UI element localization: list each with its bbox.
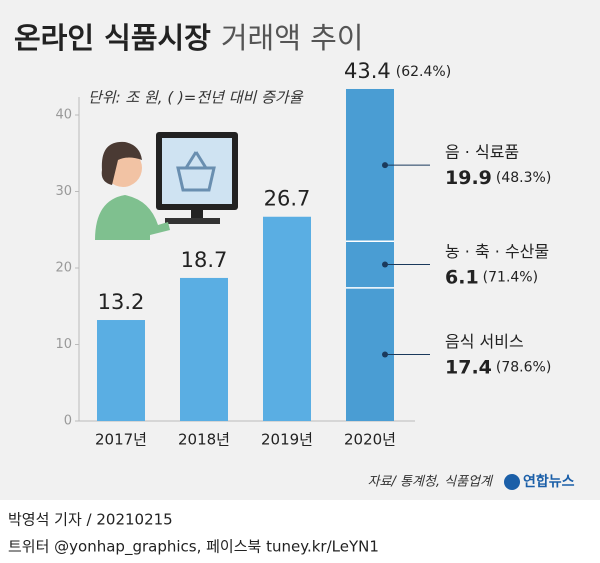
x-tick-label: 2018년 bbox=[178, 431, 230, 449]
value-label: 18.7 bbox=[181, 248, 228, 272]
footer-background bbox=[0, 500, 600, 563]
title: 온라인 식품시장 거래액 추이 bbox=[14, 21, 363, 55]
segment-name: 농 · 축 · 수산물 bbox=[445, 242, 549, 261]
byline: 박영석 기자 / 20210215 bbox=[8, 511, 173, 529]
logo-mark bbox=[504, 474, 520, 490]
growth-label: (62.4%) bbox=[396, 64, 451, 80]
segment-growth: (78.6%) bbox=[496, 359, 551, 375]
segment-label: 17.4 (78.6%) bbox=[445, 356, 551, 378]
monitor-stand bbox=[191, 210, 203, 220]
value-label: 26.7 bbox=[264, 187, 311, 211]
x-tick-label: 2019년 bbox=[261, 431, 313, 449]
y-tick-label: 30 bbox=[55, 184, 72, 199]
bar bbox=[97, 320, 145, 421]
segment-value: 17.4 bbox=[445, 356, 492, 378]
basket-icon bbox=[176, 151, 216, 192]
value-number: 43.4 bbox=[344, 59, 391, 83]
title-sub: 거래액 추이 bbox=[221, 21, 364, 55]
segment-value: 19.9 bbox=[445, 167, 492, 189]
segment-growth: (71.4%) bbox=[483, 270, 538, 286]
x-tick-label: 2020년 bbox=[344, 431, 396, 449]
screen bbox=[162, 138, 232, 204]
y-tick-label: 0 bbox=[64, 414, 72, 429]
value-label: 43.4 (62.4%) bbox=[344, 59, 451, 83]
source: 자료/ 통계청, 식품업계 bbox=[368, 475, 494, 490]
segment-label: 19.9 (48.3%) bbox=[445, 167, 551, 189]
y-tick-label: 10 bbox=[55, 337, 72, 352]
x-tick-label: 2017년 bbox=[95, 431, 147, 449]
social: 트위터 @yonhap_graphics, 페이스북 tuney.kr/LeYN… bbox=[8, 538, 379, 557]
value-label: 13.2 bbox=[98, 290, 145, 314]
value-number: 13.2 bbox=[98, 290, 145, 314]
person-hair bbox=[101, 141, 142, 185]
title-main: 온라인 식품시장 bbox=[14, 21, 211, 55]
value-number: 26.7 bbox=[264, 187, 311, 211]
bar bbox=[263, 216, 311, 421]
logo: 연합뉴스 bbox=[523, 473, 575, 490]
segment-value: 6.1 bbox=[445, 266, 479, 288]
person-body bbox=[95, 195, 170, 240]
segment-name: 음 · 식료품 bbox=[445, 143, 519, 162]
segment-growth: (48.3%) bbox=[496, 170, 551, 186]
illustration bbox=[95, 132, 238, 240]
y-tick-label: 40 bbox=[55, 108, 72, 123]
keyboard bbox=[165, 218, 220, 224]
value-number: 18.7 bbox=[181, 248, 228, 272]
y-tick-label: 20 bbox=[55, 261, 72, 276]
unit-note: 단위: 조 원, ( )=전년 대비 증가율 bbox=[88, 89, 304, 107]
segment-name: 음식 서비스 bbox=[445, 332, 524, 351]
segment-label: 6.1 (71.4%) bbox=[445, 266, 538, 288]
bar bbox=[180, 277, 228, 421]
